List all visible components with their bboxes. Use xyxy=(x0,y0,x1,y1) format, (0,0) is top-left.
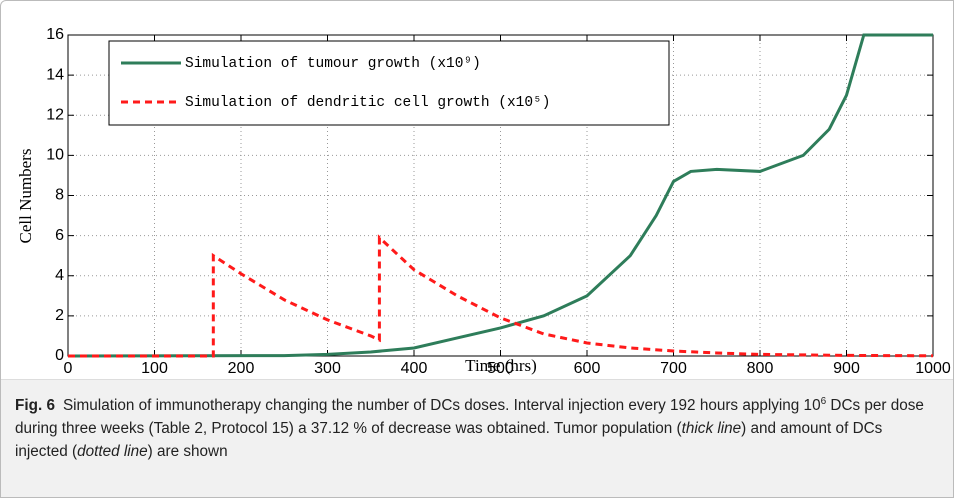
caption-part: DCs per dose during three weeks (Table 2… xyxy=(15,397,924,438)
plot-frame xyxy=(67,34,934,357)
y-tick-label: 4 xyxy=(55,267,64,284)
caption-label: Fig. 6 xyxy=(15,397,55,415)
chart: Cell Numbers Time (hrs) 0 2 4 6 8 10 12 14 16 0 10… xyxy=(16,26,951,377)
x-tick-label: 400 xyxy=(401,360,428,377)
y-tick-label: 16 xyxy=(46,26,64,43)
caption-part: dotted line xyxy=(77,443,148,461)
x-tick-label: 100 xyxy=(141,360,168,377)
caption-text: Fig. 6 Simulation of immunotherapy changi… xyxy=(1,380,944,463)
x-tick-label: 800 xyxy=(747,360,774,377)
y-tick-label: 2 xyxy=(55,307,64,324)
x-axis-title: Time (hrs) xyxy=(465,356,537,375)
caption-part: 6 xyxy=(820,396,827,407)
y-tick-label: 10 xyxy=(46,147,64,164)
y-tick-label: 6 xyxy=(55,227,64,244)
caption-part: Simulation of immunotherapy changing the… xyxy=(62,397,821,415)
legend-label: Simulation of tumour growth (x10⁹) xyxy=(185,56,481,72)
x-tick-label: 900 xyxy=(833,360,860,377)
legend-box xyxy=(108,40,670,126)
x-tick-label: 700 xyxy=(660,360,687,377)
caption-part: ) and amount of DCs injected ( xyxy=(15,420,883,461)
legend-label: Simulation of dendritic cell growth (x10… xyxy=(185,95,550,111)
x-tick-label: 600 xyxy=(574,360,601,377)
caption: Fig. 6 Simulation of immunotherapy changi… xyxy=(1,379,953,497)
caption-part: ) are shown xyxy=(147,443,228,461)
y-axis-title: Cell Numbers xyxy=(16,149,35,244)
series-line xyxy=(67,33,933,358)
caption-part: thick line xyxy=(681,420,742,438)
x-tick-label: 300 xyxy=(314,360,341,377)
series-line xyxy=(68,234,934,358)
x-tick-label: 1000 xyxy=(915,360,951,377)
y-tick-label: 14 xyxy=(46,66,64,83)
x-tick-label: 200 xyxy=(228,360,255,377)
y-tick-label: 12 xyxy=(46,106,64,123)
x-tick-label: 500 xyxy=(487,360,514,377)
x-tick-label: 0 xyxy=(64,360,73,377)
legend: Simulation of tumour growth (x10⁹) Simula… xyxy=(108,40,670,126)
y-tick-label: 8 xyxy=(55,187,64,204)
y-tick-label: 0 xyxy=(55,347,64,364)
